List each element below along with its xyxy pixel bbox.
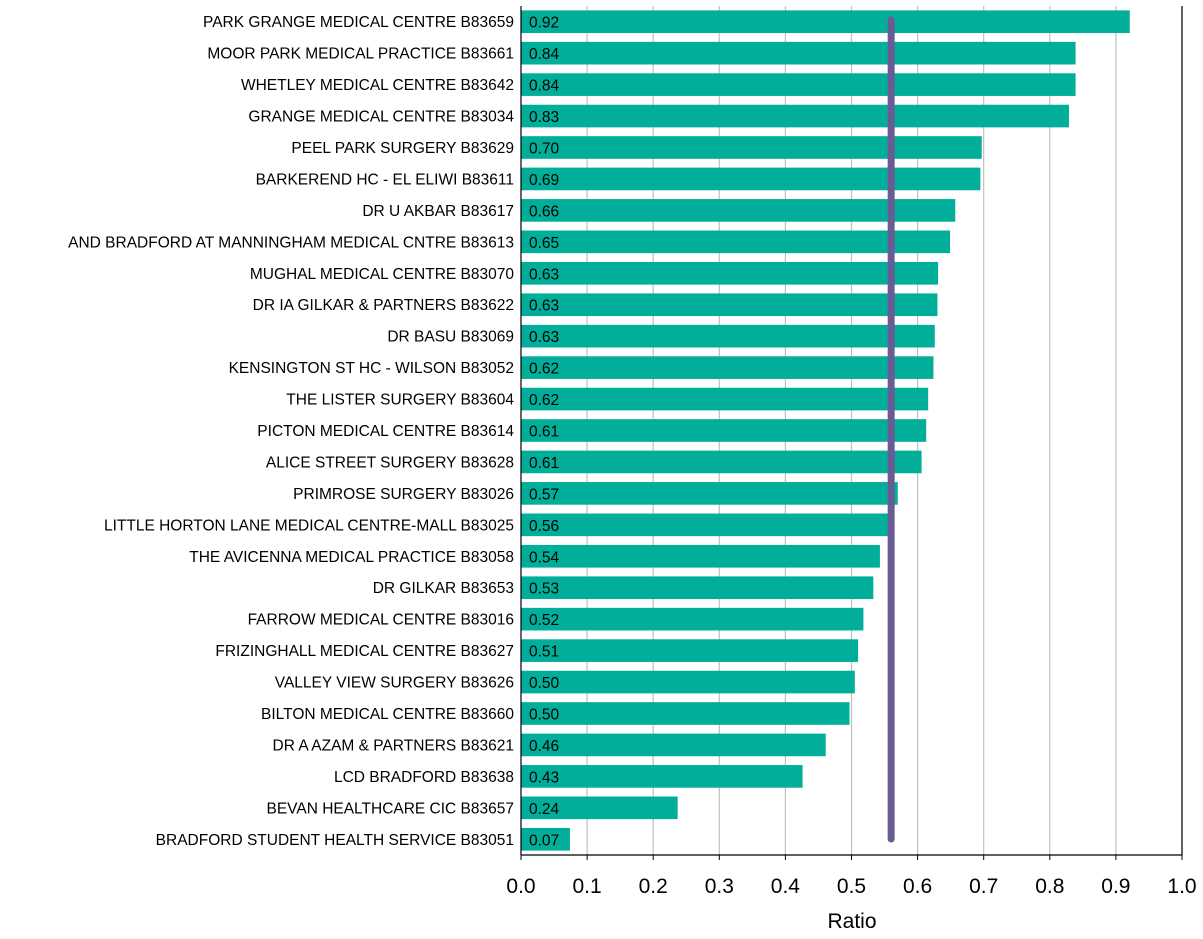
axes	[520, 6, 1183, 860]
data-label: 0.46	[529, 738, 559, 755]
bar	[521, 41, 1076, 65]
data-label: 0.50	[529, 707, 560, 724]
data-label: 0.62	[529, 392, 559, 409]
category-label: WHETLEY MEDICAL CENTRE B83642	[241, 77, 514, 94]
data-label: 0.65	[529, 235, 559, 252]
data-label: 0.61	[529, 424, 559, 441]
category-label: DR BASU B83069	[387, 329, 514, 346]
bar	[521, 702, 850, 725]
bar	[521, 104, 1069, 128]
data-label: 0.63	[529, 298, 559, 315]
x-tick-label: 0.3	[705, 875, 734, 898]
x-tick-label: 0.8	[1035, 875, 1064, 898]
x-tick-label: 0.5	[837, 875, 866, 898]
bar	[521, 607, 864, 631]
bar	[521, 827, 570, 851]
x-tick-label: 0.9	[1101, 875, 1130, 898]
bar	[521, 261, 939, 285]
data-label: 0.62	[529, 361, 559, 378]
bar	[521, 765, 803, 788]
x-tick-label: 0.2	[639, 875, 668, 898]
category-label: BILTON MEDICAL CENTRE B83660	[261, 706, 514, 723]
data-label: 0.07	[529, 832, 559, 849]
category-label: PRIMROSE SURGERY B83026	[293, 486, 514, 503]
data-label: 0.50	[529, 675, 560, 692]
x-axis-title: Ratio	[827, 910, 876, 933]
data-label: 0.83	[529, 109, 559, 126]
category-label: ALICE STREET SURGERY B83628	[266, 454, 514, 471]
bar	[521, 639, 859, 662]
bar	[521, 387, 929, 411]
category-label: LITTLE HORTON LANE MEDICAL CENTRE-MALL B…	[104, 517, 514, 534]
category-label: DR IA GILKAR & PARTNERS B83622	[253, 297, 514, 314]
bar	[521, 230, 950, 254]
category-label: DR A AZAM & PARTNERS B83621	[273, 737, 515, 754]
data-label: 0.92	[529, 15, 559, 32]
category-label: BRADFORD STUDENT HEALTH SERVICE B83051	[156, 832, 514, 849]
bar	[521, 450, 922, 474]
bar	[521, 73, 1076, 96]
category-label: KENSINGTON ST HC - WILSON B83052	[229, 360, 514, 377]
category-label: AND BRADFORD AT MANNINGHAM MEDICAL CNTRE…	[68, 234, 514, 251]
category-label: THE AVICENNA MEDICAL PRACTICE B83058	[189, 549, 514, 566]
category-label: THE LISTER SURGERY B83604	[286, 392, 514, 409]
bar	[521, 544, 880, 568]
data-label: 0.61	[529, 455, 559, 472]
bar	[521, 733, 826, 757]
data-label: 0.69	[529, 172, 559, 189]
x-tick-label: 0.0	[506, 875, 535, 898]
bar	[521, 513, 892, 537]
bar	[521, 419, 927, 442]
data-label: 0.84	[529, 46, 560, 63]
category-label: DR GILKAR B83653	[373, 580, 514, 597]
category-label: BARKEREND HC - EL ELIWI B83611	[256, 171, 514, 188]
category-label: PICTON MEDICAL CENTRE B83614	[257, 423, 514, 440]
bar	[521, 796, 678, 820]
data-label: 0.70	[529, 141, 560, 158]
bar	[521, 482, 898, 505]
data-label: 0.63	[529, 329, 559, 346]
x-tick-label: 0.6	[903, 875, 932, 898]
bar	[521, 576, 874, 600]
category-label: PARK GRANGE MEDICAL CENTRE B83659	[203, 14, 514, 31]
bar	[521, 199, 956, 222]
data-label: 0.56	[529, 518, 559, 535]
x-tick-label: 0.4	[771, 875, 801, 898]
bar	[521, 324, 935, 348]
category-label: DR U AKBAR B83617	[362, 203, 514, 220]
x-tick-label: 0.1	[572, 875, 601, 898]
data-label: 0.24	[529, 801, 560, 818]
category-label: FARROW MEDICAL CENTRE B83016	[248, 612, 514, 629]
data-label: 0.54	[529, 549, 560, 566]
bar	[521, 293, 938, 317]
data-label: 0.51	[529, 644, 559, 661]
category-label: LCD BRADFORD B83638	[334, 769, 514, 786]
bar	[521, 136, 982, 159]
data-label: 0.43	[529, 769, 559, 786]
category-label: VALLEY VIEW SURGERY B83626	[275, 675, 514, 692]
data-label: 0.66	[529, 203, 559, 220]
data-label: 0.52	[529, 612, 559, 629]
data-label: 0.57	[529, 486, 559, 503]
category-label: MOOR PARK MEDICAL PRACTICE B83661	[207, 46, 514, 63]
bars	[521, 10, 1130, 851]
bar	[521, 10, 1130, 34]
category-label: PEEL PARK SURGERY B83629	[291, 140, 514, 157]
bar	[521, 670, 855, 694]
category-label: BEVAN HEALTHCARE CIC B83657	[266, 800, 514, 817]
data-label: 0.63	[529, 266, 559, 283]
data-label: 0.84	[529, 78, 560, 95]
data-label: 0.53	[529, 581, 559, 598]
category-label: MUGHAL MEDICAL CENTRE B83070	[250, 266, 515, 283]
bar	[521, 356, 934, 379]
bar	[521, 167, 981, 191]
category-label: GRANGE MEDICAL CENTRE B83034	[248, 109, 514, 126]
x-tick-label: 0.7	[969, 875, 998, 898]
labels: 0.0 0.1 0.2 0.3 0.4 0.5 0.6 0.7 0.8 0.9 1.0 PARK GR…	[68, 14, 1196, 898]
x-tick-label: 1.0	[1167, 875, 1196, 898]
category-label: FRIZINGHALL MEDICAL CENTRE B83627	[215, 643, 514, 660]
